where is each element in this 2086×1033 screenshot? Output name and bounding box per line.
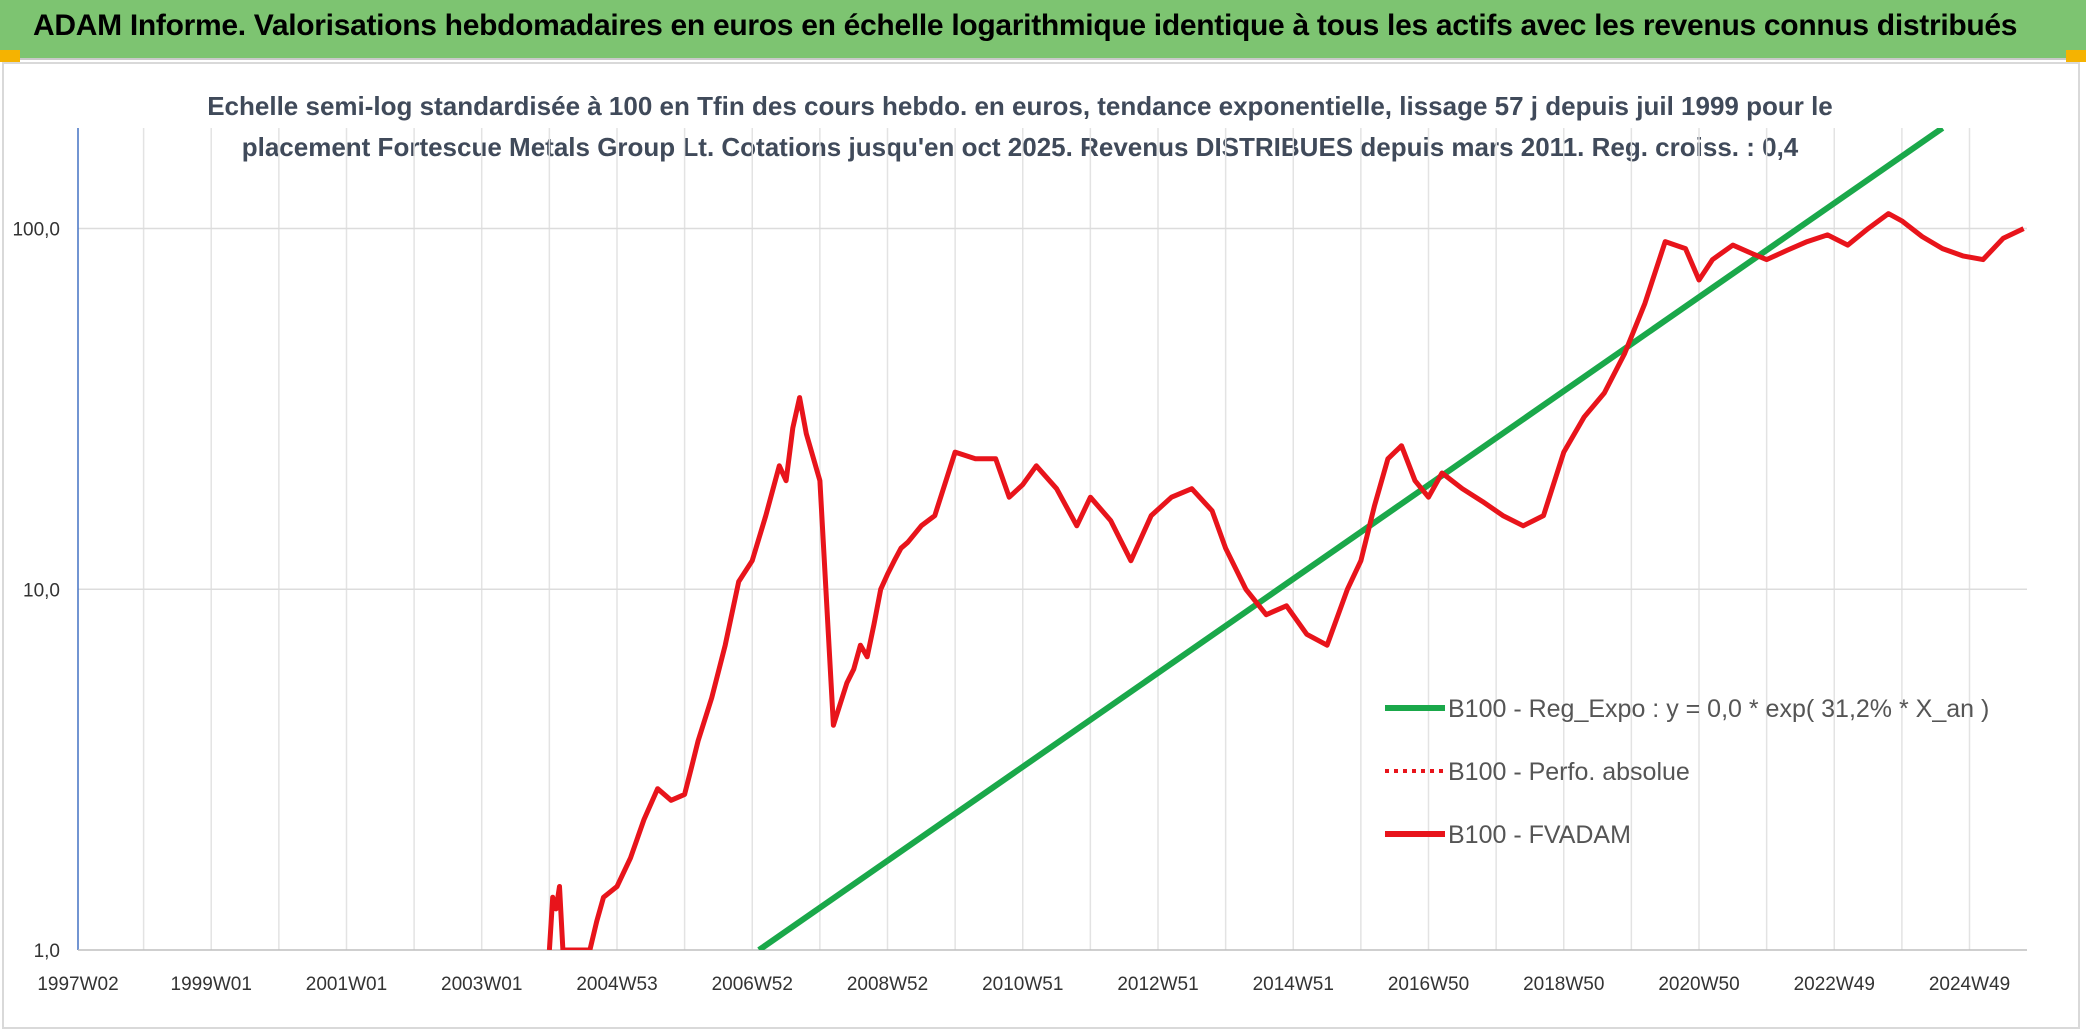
- x-tick-labels: 1997W02 1999W01 2001W01 2003W01 2004W53 2006W…: [37, 974, 2010, 995]
- corner-marker-right: [2066, 50, 2086, 62]
- y-tick-label: 10,0: [23, 580, 60, 601]
- x-tick-label: 2014W51: [1253, 974, 1334, 995]
- y-tick-labels: 1,0 10,0 100,0: [12, 220, 60, 962]
- x-tick-label: 2022W49: [1794, 974, 1875, 995]
- header-banner: ADAM Informe. Valorisations hebdomadaire…: [0, 0, 2086, 60]
- legend-entry: B100 - Reg_Expo : y = 0,0 * exp( 31,2% *…: [1448, 695, 1989, 723]
- y-gridlines: [78, 227, 2027, 591]
- series-line-0: [757, 128, 1945, 950]
- x-tick-label: 2010W51: [982, 974, 1063, 995]
- x-tick-label: 1999W01: [171, 974, 252, 995]
- x-tick-label: 2004W53: [576, 974, 657, 995]
- x-tick-label: 2024W49: [1929, 974, 2010, 995]
- legend: B100 - Reg_Expo : y = 0,0 * exp( 31,2% *…: [1385, 695, 1989, 849]
- x-tick-label: 2003W01: [441, 974, 522, 995]
- series-line-2: [546, 211, 2025, 950]
- page-title: ADAM Informe. Valorisations hebdomadaire…: [33, 9, 2018, 42]
- x-gridlines: [142, 128, 1971, 950]
- series-lines: [546, 128, 2025, 950]
- chart-title: Echelle semi-log standardisée à 100 en T…: [200, 86, 1840, 168]
- y-tick-label: 100,0: [12, 220, 60, 241]
- x-tick-label: 2001W01: [306, 974, 387, 995]
- x-tick-label: 2008W52: [847, 974, 928, 995]
- legend-entry: B100 - FVADAM: [1448, 821, 1631, 849]
- x-tick-label: 2006W52: [712, 974, 793, 995]
- x-tick-label: 1997W02: [37, 974, 118, 995]
- x-tick-label: 2016W50: [1388, 974, 1469, 995]
- chart-title-line-1: Echelle semi-log standardisée à 100 en T…: [207, 91, 1833, 121]
- legend-entry: B100 - Perfo. absolue: [1448, 758, 1690, 786]
- chart-title-line-2: placement Fortescue Metals Group Lt. Cot…: [241, 132, 1799, 162]
- axes: [77, 128, 2027, 951]
- chart-frame: [2, 62, 2080, 1029]
- y-tick-label: 1,0: [34, 941, 60, 962]
- x-tick-label: 2018W50: [1523, 974, 1604, 995]
- x-tick-label: 2012W51: [1117, 974, 1198, 995]
- x-tick-label: 2020W50: [1658, 974, 1739, 995]
- corner-marker-left: [0, 50, 20, 62]
